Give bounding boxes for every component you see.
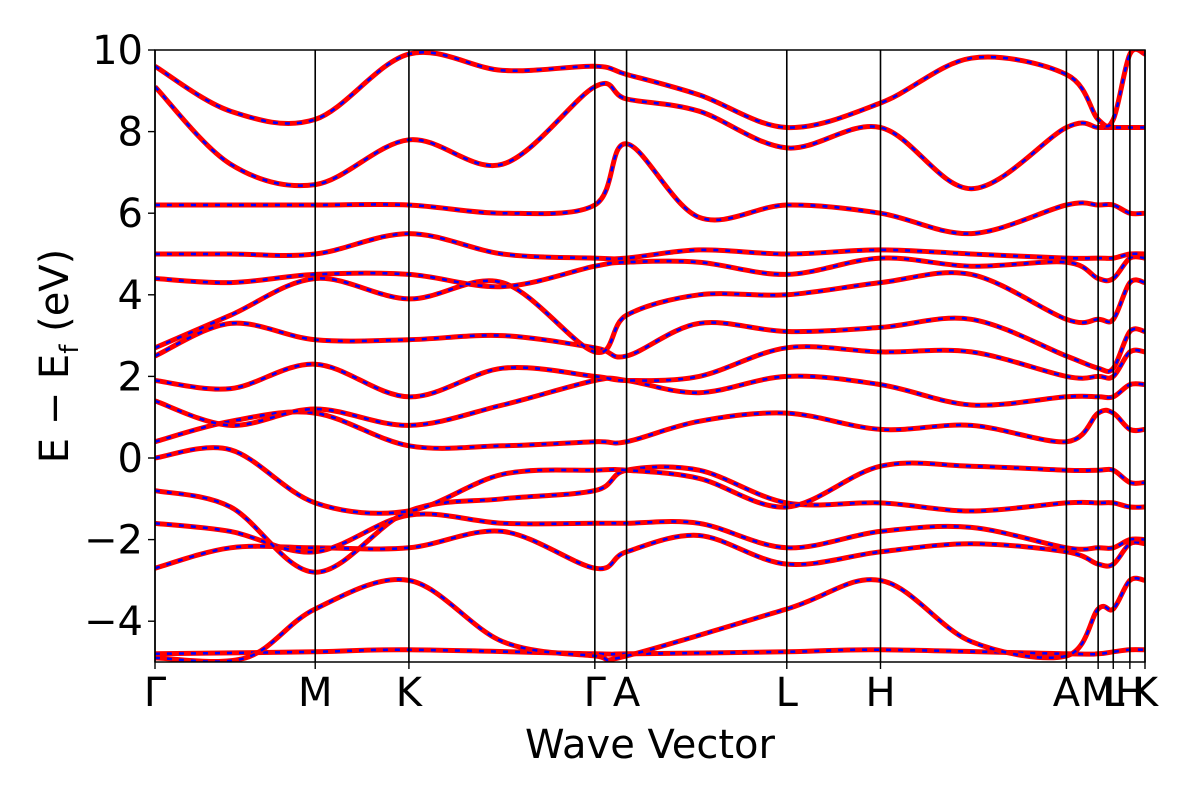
band-14-dashed <box>155 82 1145 190</box>
y-tick-label: 4 <box>118 273 143 319</box>
x-tick-label: H <box>1115 670 1145 716</box>
y-tick-label: 8 <box>118 110 143 156</box>
y-axis-title-subscript: f <box>55 344 85 354</box>
band-9-dashed <box>155 316 1145 373</box>
band-8-dashed <box>155 345 1145 399</box>
y-tick-label: −2 <box>84 518 143 564</box>
x-tick-label: A <box>613 670 641 716</box>
band-2-dashed <box>155 529 1145 570</box>
band-6-dashed <box>155 409 1145 450</box>
x-tick-label: L <box>776 670 799 716</box>
y-tick-label: 0 <box>118 436 143 482</box>
band-12-dashed <box>155 232 1145 261</box>
band-7-line <box>155 373 1145 428</box>
y-tick-label: 2 <box>118 354 143 400</box>
x-tick-label: K <box>396 670 424 716</box>
x-tick-label: K <box>1132 670 1160 716</box>
x-axis-title: Wave Vector <box>525 722 776 768</box>
plot-frame <box>154 49 1146 663</box>
y-tick-label: −4 <box>84 599 143 645</box>
band-5-dashed <box>155 446 1145 515</box>
y-axis-title-main: E − E <box>32 354 78 464</box>
y-axis-title: E − Ef (eV) <box>32 249 85 464</box>
x-tick-label: M <box>1081 670 1116 716</box>
band-4-line <box>155 464 1145 575</box>
x-tick-label: H <box>865 670 895 716</box>
band-1-dashed <box>155 577 1145 662</box>
band-0-dashed <box>155 648 1145 656</box>
x-tick-label: Γ <box>144 670 167 716</box>
y-axis-title-unit: (eV) <box>32 249 78 345</box>
y-tick-label: 6 <box>118 191 143 237</box>
band-3-dashed <box>155 512 1145 554</box>
band-11-line <box>155 254 1145 290</box>
x-tick-label: Γ <box>584 670 607 716</box>
y-axis: −4 −2 0 2 4 6 8 10 <box>84 28 155 645</box>
band-15-dashed <box>155 50 1145 129</box>
x-tick-label: A <box>1053 670 1081 716</box>
band-13-dashed <box>155 142 1145 235</box>
y-tick-label: 10 <box>92 28 143 74</box>
x-tick-label: M <box>298 670 333 716</box>
x-tick-label: L <box>1102 670 1125 716</box>
